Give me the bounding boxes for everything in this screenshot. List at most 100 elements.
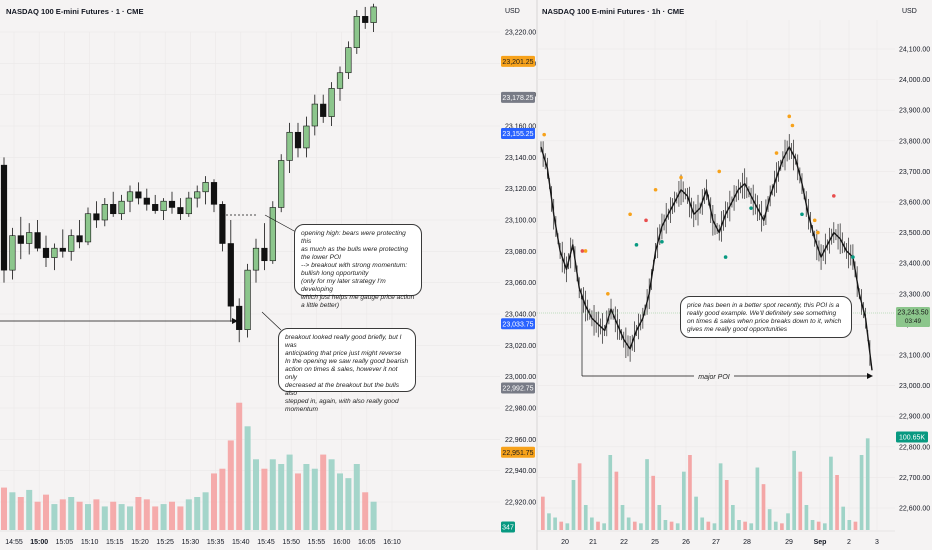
volume-bar — [311, 468, 318, 530]
left-y-tick-label: 22,920.00 — [505, 500, 536, 507]
right-y-tick-label: 22,700.00 — [899, 475, 930, 482]
volume-bar — [577, 463, 582, 530]
candle-body — [143, 197, 150, 205]
volume-bar — [227, 440, 234, 530]
left-x-tick-label: 16:00 — [333, 539, 351, 546]
volume-bar — [804, 505, 809, 530]
volume-bar — [583, 505, 588, 530]
candle-body — [320, 103, 327, 117]
right-x-tick-label: 20 — [561, 539, 569, 546]
left-x-tick-label: 15:30 — [182, 539, 200, 546]
left-chart-title: NASDAQ 100 E-mini Futures · 1 · CME — [6, 7, 144, 16]
candle-body — [84, 213, 92, 243]
left-x-tick-label: 15:10 — [81, 539, 99, 546]
left-candles — [0, 3, 377, 343]
right-currency-label: USD — [902, 8, 917, 15]
right-x-tick-label: 25 — [651, 539, 659, 546]
candle-body — [93, 213, 100, 221]
volume-bar — [303, 464, 310, 530]
candle-body — [68, 235, 75, 252]
volume-bar — [565, 523, 570, 530]
right-x-tick-label: 26 — [682, 539, 690, 546]
volume-bar — [541, 496, 545, 530]
candle-body — [202, 182, 209, 193]
poi-note: price has been in a better spot recently… — [680, 296, 852, 338]
left-x-tick-label: 16:10 — [383, 539, 401, 546]
volume-bar — [810, 520, 815, 530]
candle-body — [118, 200, 125, 215]
volume-bar — [559, 521, 564, 530]
volume-bar — [712, 523, 717, 530]
left-price-badge-label: 23,201.25 — [502, 59, 533, 66]
volume-bar — [9, 492, 16, 530]
candle-body — [269, 207, 276, 262]
left-annotations — [0, 214, 297, 331]
left-time-axis[interactable]: 14:55 15:00 15:05 15:10 15:15 15:20 15:25 15:30… — [0, 530, 500, 546]
left-x-tick-label: 15:20 — [131, 539, 149, 546]
left-y-tick-label: 23,040.00 — [505, 312, 536, 319]
volume-bar — [362, 492, 369, 530]
left-price-badge-label: 22,951.75 — [502, 450, 533, 457]
volume-bar — [76, 501, 83, 530]
volume-bar — [345, 478, 352, 530]
volume-bar — [645, 459, 649, 530]
signal-marker — [790, 123, 795, 128]
signal-marker — [580, 249, 585, 253]
volume-bar — [34, 501, 41, 530]
volume-bar — [608, 455, 613, 530]
candle-body — [336, 72, 344, 89]
left-x-tick-label: 15:40 — [232, 539, 250, 546]
volume-bar — [596, 521, 600, 530]
left-y-tick-label: 23,000.00 — [505, 374, 536, 381]
candle-body — [252, 247, 260, 271]
volume-bar — [320, 454, 327, 530]
right-chart-title: NASDAQ 100 E-mini Futures · 1h · CME — [542, 7, 685, 16]
right-chart[interactable]: major POI 22,600.0022,700.0022,800.0022,… — [537, 0, 932, 550]
right-y-tick-label: 23,100.00 — [899, 353, 930, 360]
candle-body — [278, 160, 285, 208]
volume-bar — [700, 517, 705, 530]
volume-bar — [681, 471, 686, 530]
left-currency-label: USD — [505, 8, 520, 15]
volume-bar — [26, 489, 33, 530]
left-y-tick-label: 23,220.00 — [505, 30, 536, 37]
left-y-tick-label: 22,980.00 — [505, 406, 536, 413]
right-x-tick-label: Sep — [814, 539, 827, 546]
volume-bar — [614, 471, 619, 530]
signal-marker — [679, 175, 683, 180]
left-chart[interactable]: 22,920.00 22,940.00 22,960.00 22,980.00 23,0… — [0, 0, 536, 550]
volume-bar — [337, 473, 343, 530]
candle-body — [328, 88, 335, 117]
candle-body — [26, 232, 33, 244]
volume-bar — [68, 497, 75, 530]
volume-bar — [780, 523, 784, 530]
candle-body — [303, 125, 310, 149]
right-time-axis[interactable]: 20 21 22 25 26 27 28 29 Sep 2 3 — [537, 530, 895, 546]
right-price-badge-label: 23,243.50 — [897, 310, 928, 317]
candle-body — [236, 305, 243, 330]
volume-bar — [859, 455, 864, 530]
left-y-tick-label: 23,100.00 — [505, 218, 536, 225]
volume-bar — [835, 475, 839, 530]
volume-bar — [85, 504, 91, 530]
volume-bar — [135, 497, 142, 530]
volume-bar — [822, 523, 827, 530]
candle-body — [194, 191, 201, 199]
volume-bar — [743, 521, 747, 530]
volume-bar — [737, 520, 741, 530]
volume-bar — [269, 459, 276, 530]
right-y-tick-label: 23,400.00 — [899, 261, 930, 268]
right-y-tick-label: 23,600.00 — [899, 200, 930, 207]
candle-body — [177, 207, 184, 215]
volume-bar — [657, 505, 662, 530]
left-x-tick-label: 15:55 — [308, 539, 326, 546]
volume-bar — [295, 473, 301, 530]
left-x-tick-label: 15:00 — [30, 539, 48, 546]
volume-bar — [194, 497, 201, 530]
right-price-axis[interactable]: 22,600.00 22,700.00 22,800.00 22,900.00 23,0… — [895, 0, 932, 550]
volume-bar — [51, 504, 58, 530]
volume-bar — [253, 459, 259, 530]
left-price-axis[interactable]: 22,920.00 22,940.00 22,960.00 22,980.00 23,0… — [500, 0, 536, 550]
candle-body — [126, 191, 134, 202]
volume-bar — [177, 506, 184, 530]
